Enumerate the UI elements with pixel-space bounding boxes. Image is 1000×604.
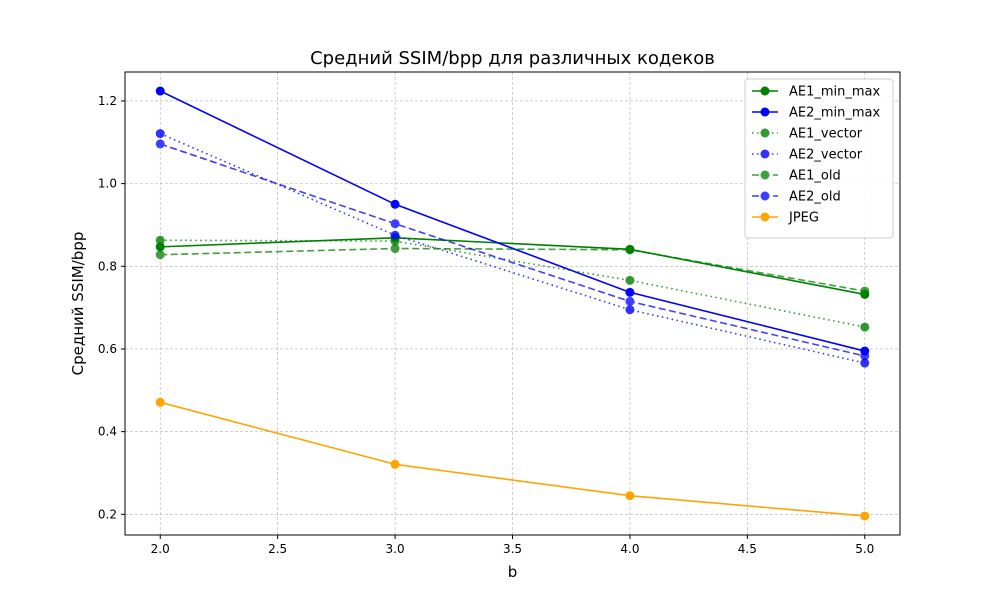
series-line-ae2-old: [159, 143, 865, 357]
legend-swatch-ae2-vector: [752, 149, 778, 159]
y-tick-label: 0.2: [98, 507, 117, 521]
data-point-ae2-min-max: [390, 199, 400, 209]
legend-marker-ae1-old: [760, 170, 770, 180]
series-ae2-old: [155, 139, 870, 361]
series-jpeg: [155, 397, 870, 521]
series-line-ae2-min-max: [159, 90, 865, 352]
data-point-ae1-vector: [155, 235, 165, 245]
legend-label-ae1-min-max: AE1_min_max: [789, 85, 881, 100]
data-point-ae2-old: [155, 139, 165, 149]
legend-marker-ae1-vector: [760, 128, 770, 138]
series-line-ae1-min-max: [160, 236, 865, 296]
y-tick-label: 1.2: [98, 94, 117, 108]
data-point-ae1-old: [155, 250, 165, 260]
x-tick-label: 2.5: [268, 542, 287, 556]
legend-marker-ae1-min-max: [760, 86, 770, 96]
legend-swatch-ae1-old: [752, 170, 778, 180]
data-point-jpeg: [860, 511, 870, 521]
series-ae1-vector: [155, 235, 870, 332]
series-lines: [155, 86, 870, 521]
data-point-ae1-vector: [625, 275, 635, 285]
y-axis-title: Средний SSIM/bpp: [69, 232, 87, 376]
legend-swatch-ae1-min-max: [752, 86, 778, 96]
series-line-jpeg: [160, 401, 865, 517]
legend-label-ae2-vector: AE2_vector: [789, 148, 863, 163]
data-point-jpeg: [390, 459, 400, 469]
y-tick-label: 0.6: [98, 342, 117, 356]
legend-label-ae2-min-max: AE2_min_max: [789, 106, 881, 121]
legend-marker-ae2-vector: [760, 149, 770, 159]
y-tick-label: 0.8: [98, 259, 117, 273]
data-point-ae2-old: [390, 219, 400, 229]
data-point-ae2-vector: [390, 230, 400, 240]
x-tick-label: 3.5: [503, 542, 522, 556]
legend-label-ae2-old: AE2_old: [789, 190, 841, 205]
legend-marker-jpeg: [760, 212, 770, 222]
data-point-ae2-min-max: [155, 86, 165, 96]
legend: AE1_min_max AE2_min_max AE1_vector AE2_vect…: [744, 78, 894, 239]
data-point-ae1-old: [625, 245, 635, 255]
data-point-ae2-vector: [860, 358, 870, 368]
chart-title: Средний SSIM/bpp для различных кодеков: [310, 48, 715, 69]
y-tick-label: 0.4: [98, 425, 117, 439]
x-tick-label: 4.5: [738, 542, 757, 556]
data-point-ae2-vector: [155, 129, 165, 139]
data-point-ae2-old: [860, 351, 870, 361]
legend-label-jpeg: JPEG: [788, 211, 819, 226]
x-tick-label: 5.0: [855, 542, 874, 556]
legend-swatch-ae2-min-max: [752, 107, 778, 117]
data-point-ae1-old: [860, 286, 870, 296]
legend-label-ae1-old: AE1_old: [789, 169, 841, 184]
series-ae1-old: [155, 244, 870, 296]
series-ae2-vector: [155, 129, 870, 368]
legend-box: [744, 78, 894, 239]
data-point-ae1-old: [390, 244, 400, 254]
series-line-ae1-old: [160, 247, 865, 292]
legend-swatch-ae2-old: [752, 191, 778, 201]
legend-marker-ae2-min-max: [760, 107, 770, 117]
legend-swatch-ae1-vector: [752, 128, 778, 138]
data-point-jpeg: [155, 397, 165, 407]
axis-ticks: 2.0 2.5 3.0 3.5 4.0 4.5 5.0 0.2 0.4 0.6 0.8 1.0 1.2: [98, 94, 874, 556]
y-tick-label: 1.0: [98, 177, 117, 191]
data-point-jpeg: [625, 491, 635, 501]
legend-swatch-jpeg: [752, 212, 778, 222]
legend-label-ae1-vector: AE1_vector: [789, 127, 863, 142]
data-point-ae2-vector: [625, 305, 635, 315]
x-tick-label: 3.0: [386, 542, 405, 556]
data-point-ae1-min-max: [155, 242, 165, 252]
data-point-ae1-vector: [860, 322, 870, 332]
x-axis-title: b: [508, 563, 518, 581]
legend-marker-ae2-old: [760, 191, 770, 201]
data-point-ae2-min-max: [625, 287, 635, 297]
x-tick-label: 4.0: [620, 542, 639, 556]
data-point-ae2-old: [625, 296, 635, 306]
x-tick-label: 2.0: [151, 542, 170, 556]
